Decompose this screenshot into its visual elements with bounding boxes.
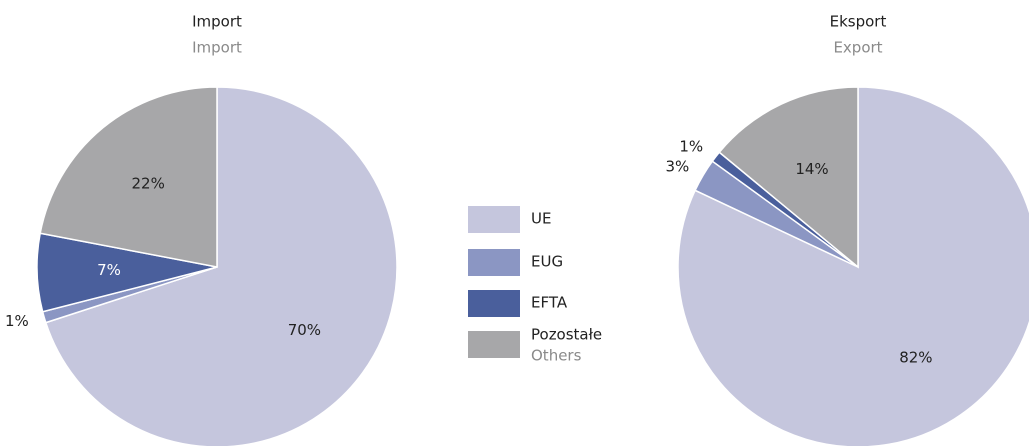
legend-label: UE (531, 210, 551, 228)
slice-label: 7% (97, 261, 121, 279)
slice-label: 1% (5, 312, 29, 330)
legend-swatch (468, 331, 520, 358)
legend-swatch (468, 206, 520, 233)
legend-swatch (468, 249, 520, 276)
pie-slice (677, 86, 1029, 446)
slice-label: 3% (665, 158, 689, 176)
slice-label: 22% (131, 174, 164, 192)
slice-label: 14% (795, 160, 828, 178)
legend-label: EFTA (531, 294, 568, 312)
legend-swatch (468, 290, 520, 317)
pie-slice (718, 86, 859, 269)
pie-slice (44, 86, 398, 446)
slice-label: 1% (679, 137, 703, 155)
slice-label: 70% (288, 321, 321, 339)
chart-title: Import (192, 13, 242, 31)
legend-label: EUG (531, 253, 563, 271)
chart-subtitle: Import (192, 39, 242, 57)
chart-title: Eksport (830, 13, 887, 31)
chart-subtitle: Export (833, 39, 882, 57)
slice-label: 82% (899, 349, 932, 367)
legend-sublabel: Others (531, 347, 582, 365)
pie-slice (39, 86, 218, 268)
legend-label: Pozostałe (531, 326, 602, 344)
